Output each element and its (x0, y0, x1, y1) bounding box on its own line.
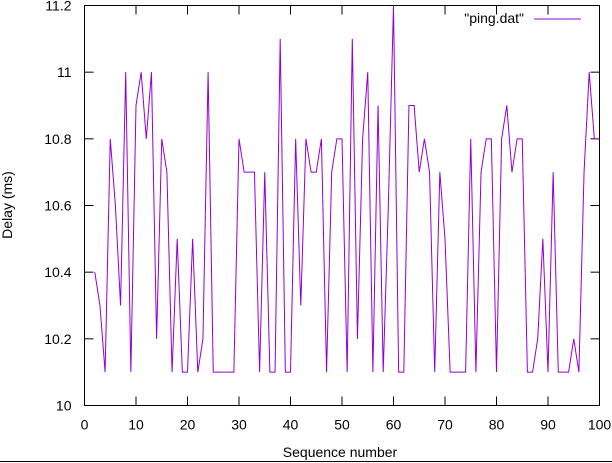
x-tick-label: 0 (81, 417, 89, 433)
legend-label: "ping.dat" (464, 10, 524, 26)
series-line-0 (94, 5, 600, 373)
x-axis-title: Sequence number (283, 444, 398, 460)
y-tick-label: 10.6 (44, 198, 71, 214)
series-layer (94, 5, 600, 373)
x-tick-label: 60 (386, 417, 402, 433)
x-tick-label: 30 (231, 417, 247, 433)
x-tick-label: 80 (489, 417, 505, 433)
y-tick-label: 10.4 (44, 264, 71, 280)
x-tick-label: 10 (128, 417, 144, 433)
axis-ticks (84, 5, 600, 406)
legend: "ping.dat" (464, 10, 581, 26)
axis-tick-labels: 0 10 20 30 40 50 60 70 80 90 100 10 10.2 10.4 10.6 10.8… (44, 0, 611, 433)
x-tick-label: 20 (180, 417, 196, 433)
y-tick-label: 10.2 (44, 331, 71, 347)
y-tick-label: 10.8 (44, 131, 71, 147)
x-tick-label: 70 (437, 417, 453, 433)
x-tick-label: 90 (540, 417, 556, 433)
y-axis-title: Delay (ms) (0, 171, 15, 239)
x-tick-label: 40 (283, 417, 299, 433)
y-tick-label: 11 (57, 64, 72, 80)
x-tick-label: 50 (334, 417, 350, 433)
y-tick-label: 10 (56, 398, 72, 414)
y-tick-label: 11.2 (45, 0, 71, 14)
x-tick-label: 100 (588, 417, 612, 433)
